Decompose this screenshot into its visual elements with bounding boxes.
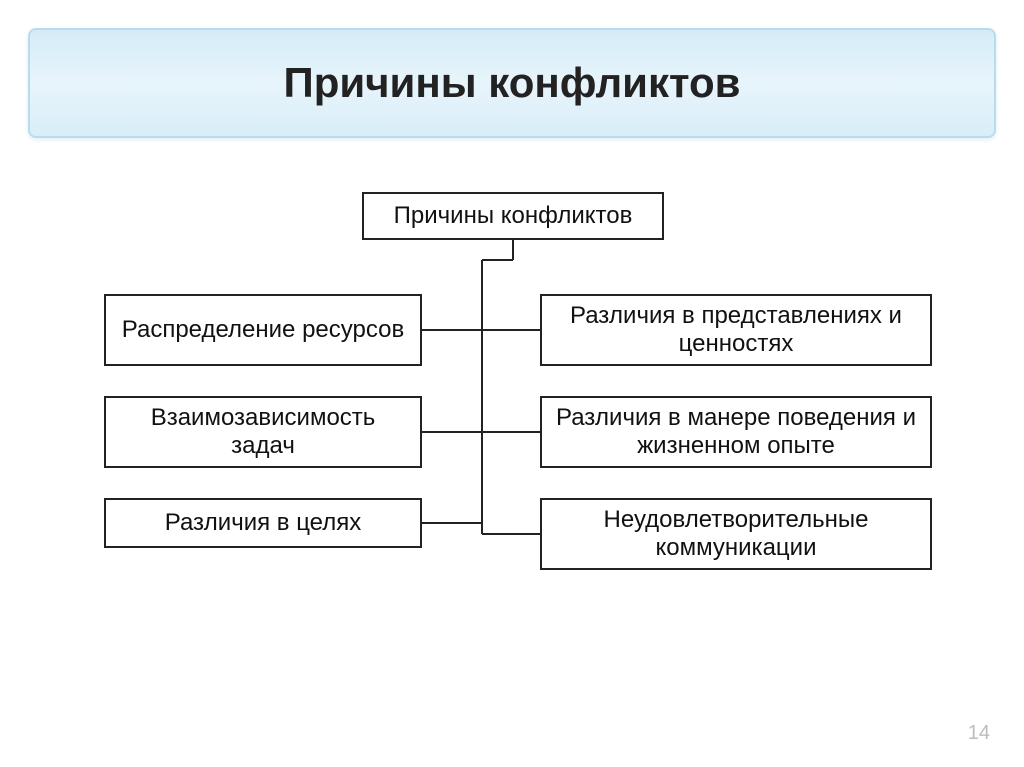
page-number: 14 [968, 722, 990, 745]
right-node-0: Различия в представлениях и ценностях [540, 294, 932, 366]
left-node-1: Взаимозависимость задач [104, 396, 422, 468]
left-node-2: Различия в целях [104, 498, 422, 548]
right-node-1: Различия в манере поведения и жизненном … [540, 396, 932, 468]
right-node-2: Неудовлетворительные коммуникации [540, 498, 932, 570]
root-node: Причины конфликтов [362, 192, 664, 240]
org-diagram: Причины конфликтов Распределение ресурсов… [0, 0, 1024, 767]
connector-lines [0, 0, 1024, 767]
left-node-0: Распределение ресурсов [104, 294, 422, 366]
